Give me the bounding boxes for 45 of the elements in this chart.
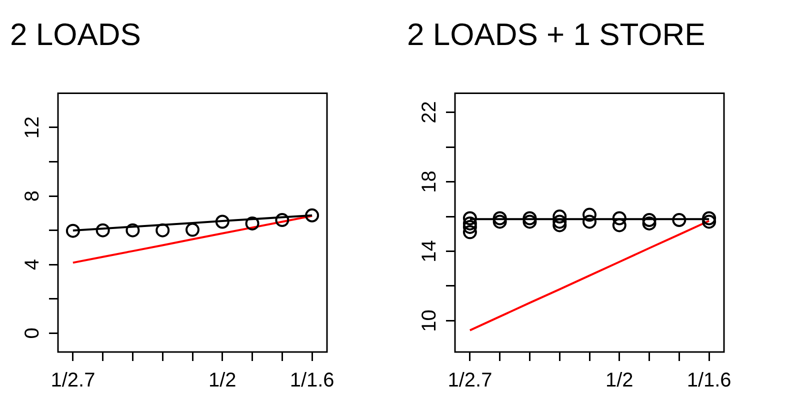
- point: [462, 216, 477, 230]
- point: [642, 212, 656, 227]
- point: [462, 225, 477, 240]
- point: [275, 213, 290, 228]
- y-tick-label: 4: [22, 259, 44, 270]
- y-tick-label: 22: [418, 101, 441, 124]
- y-tick-label: 0: [22, 328, 44, 339]
- point: [462, 220, 477, 234]
- y-tick-label: 18: [418, 170, 441, 193]
- point: [612, 218, 626, 232]
- point: [552, 214, 567, 229]
- point: [492, 214, 507, 229]
- chart-title: 2 LOADS: [10, 17, 141, 52]
- x-tick-label: 1/2.7: [50, 370, 96, 392]
- point: [552, 218, 567, 232]
- point: [702, 214, 716, 229]
- point: [522, 211, 537, 226]
- point: [126, 223, 140, 238]
- y-tick-label: 14: [418, 240, 441, 262]
- point: [552, 210, 567, 224]
- point: [462, 211, 477, 226]
- point: [522, 214, 537, 229]
- point: [492, 211, 507, 226]
- x-tick-label: 1/1.6: [290, 370, 334, 392]
- x-tick-label: 1/2.7: [448, 370, 492, 392]
- point: [642, 216, 656, 230]
- point: [66, 224, 80, 238]
- point: [215, 214, 230, 229]
- point: [96, 223, 110, 238]
- point: [582, 214, 596, 229]
- point: [245, 216, 260, 230]
- point: [612, 211, 626, 226]
- chart-title: 2 LOADS + 1 STORE: [407, 17, 706, 52]
- point: [156, 223, 170, 238]
- y-tick-label: 8: [22, 190, 44, 202]
- point: [672, 212, 686, 227]
- y-tick-label: 10: [418, 310, 441, 332]
- point: [186, 222, 200, 237]
- x-tick-label: 1/2: [605, 370, 634, 392]
- x-tick-label: 1/2: [208, 370, 236, 392]
- point: [582, 208, 596, 222]
- x-tick-label: 1/1.6: [686, 370, 732, 392]
- point: [702, 211, 716, 226]
- point: [305, 208, 320, 222]
- y-tick-label: 12: [22, 116, 44, 139]
